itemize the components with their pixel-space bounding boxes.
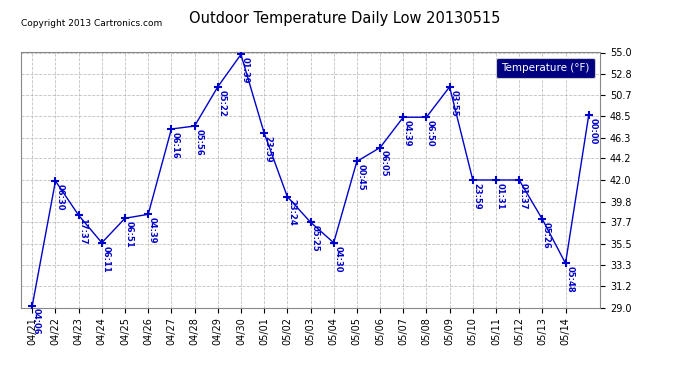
Text: Outdoor Temperature Daily Low 20130515: Outdoor Temperature Daily Low 20130515 — [189, 11, 501, 26]
Text: 01:37: 01:37 — [519, 183, 528, 209]
Text: 05:48: 05:48 — [565, 266, 574, 293]
Text: 04:39: 04:39 — [403, 120, 412, 147]
Text: Copyright 2013 Cartronics.com: Copyright 2013 Cartronics.com — [21, 19, 162, 28]
Legend: Temperature (°F): Temperature (°F) — [496, 58, 595, 78]
Text: 17:37: 17:37 — [79, 218, 88, 244]
Text: 23:24: 23:24 — [287, 200, 296, 226]
Text: 06:05: 06:05 — [380, 150, 388, 177]
Text: 06:30: 06:30 — [55, 184, 64, 210]
Text: 23:59: 23:59 — [473, 183, 482, 209]
Text: 05:56: 05:56 — [195, 129, 204, 156]
Text: 04:39: 04:39 — [148, 217, 157, 244]
Text: 06:50: 06:50 — [426, 120, 435, 147]
Text: 05:25: 05:25 — [310, 225, 319, 252]
Text: 06:16: 06:16 — [171, 132, 180, 159]
Text: 05:22: 05:22 — [217, 90, 226, 116]
Text: 05:26: 05:26 — [542, 222, 551, 249]
Text: 03:55: 03:55 — [449, 90, 458, 116]
Text: 04:30: 04:30 — [333, 246, 342, 272]
Text: 06:11: 06:11 — [101, 246, 110, 272]
Text: 04:06: 04:06 — [32, 308, 41, 335]
Text: 06:51: 06:51 — [125, 221, 134, 248]
Text: 00:00: 00:00 — [589, 118, 598, 144]
Text: 01:31: 01:31 — [495, 183, 504, 209]
Text: 01:39: 01:39 — [241, 57, 250, 84]
Text: 23:59: 23:59 — [264, 136, 273, 162]
Text: 00:45: 00:45 — [357, 164, 366, 191]
